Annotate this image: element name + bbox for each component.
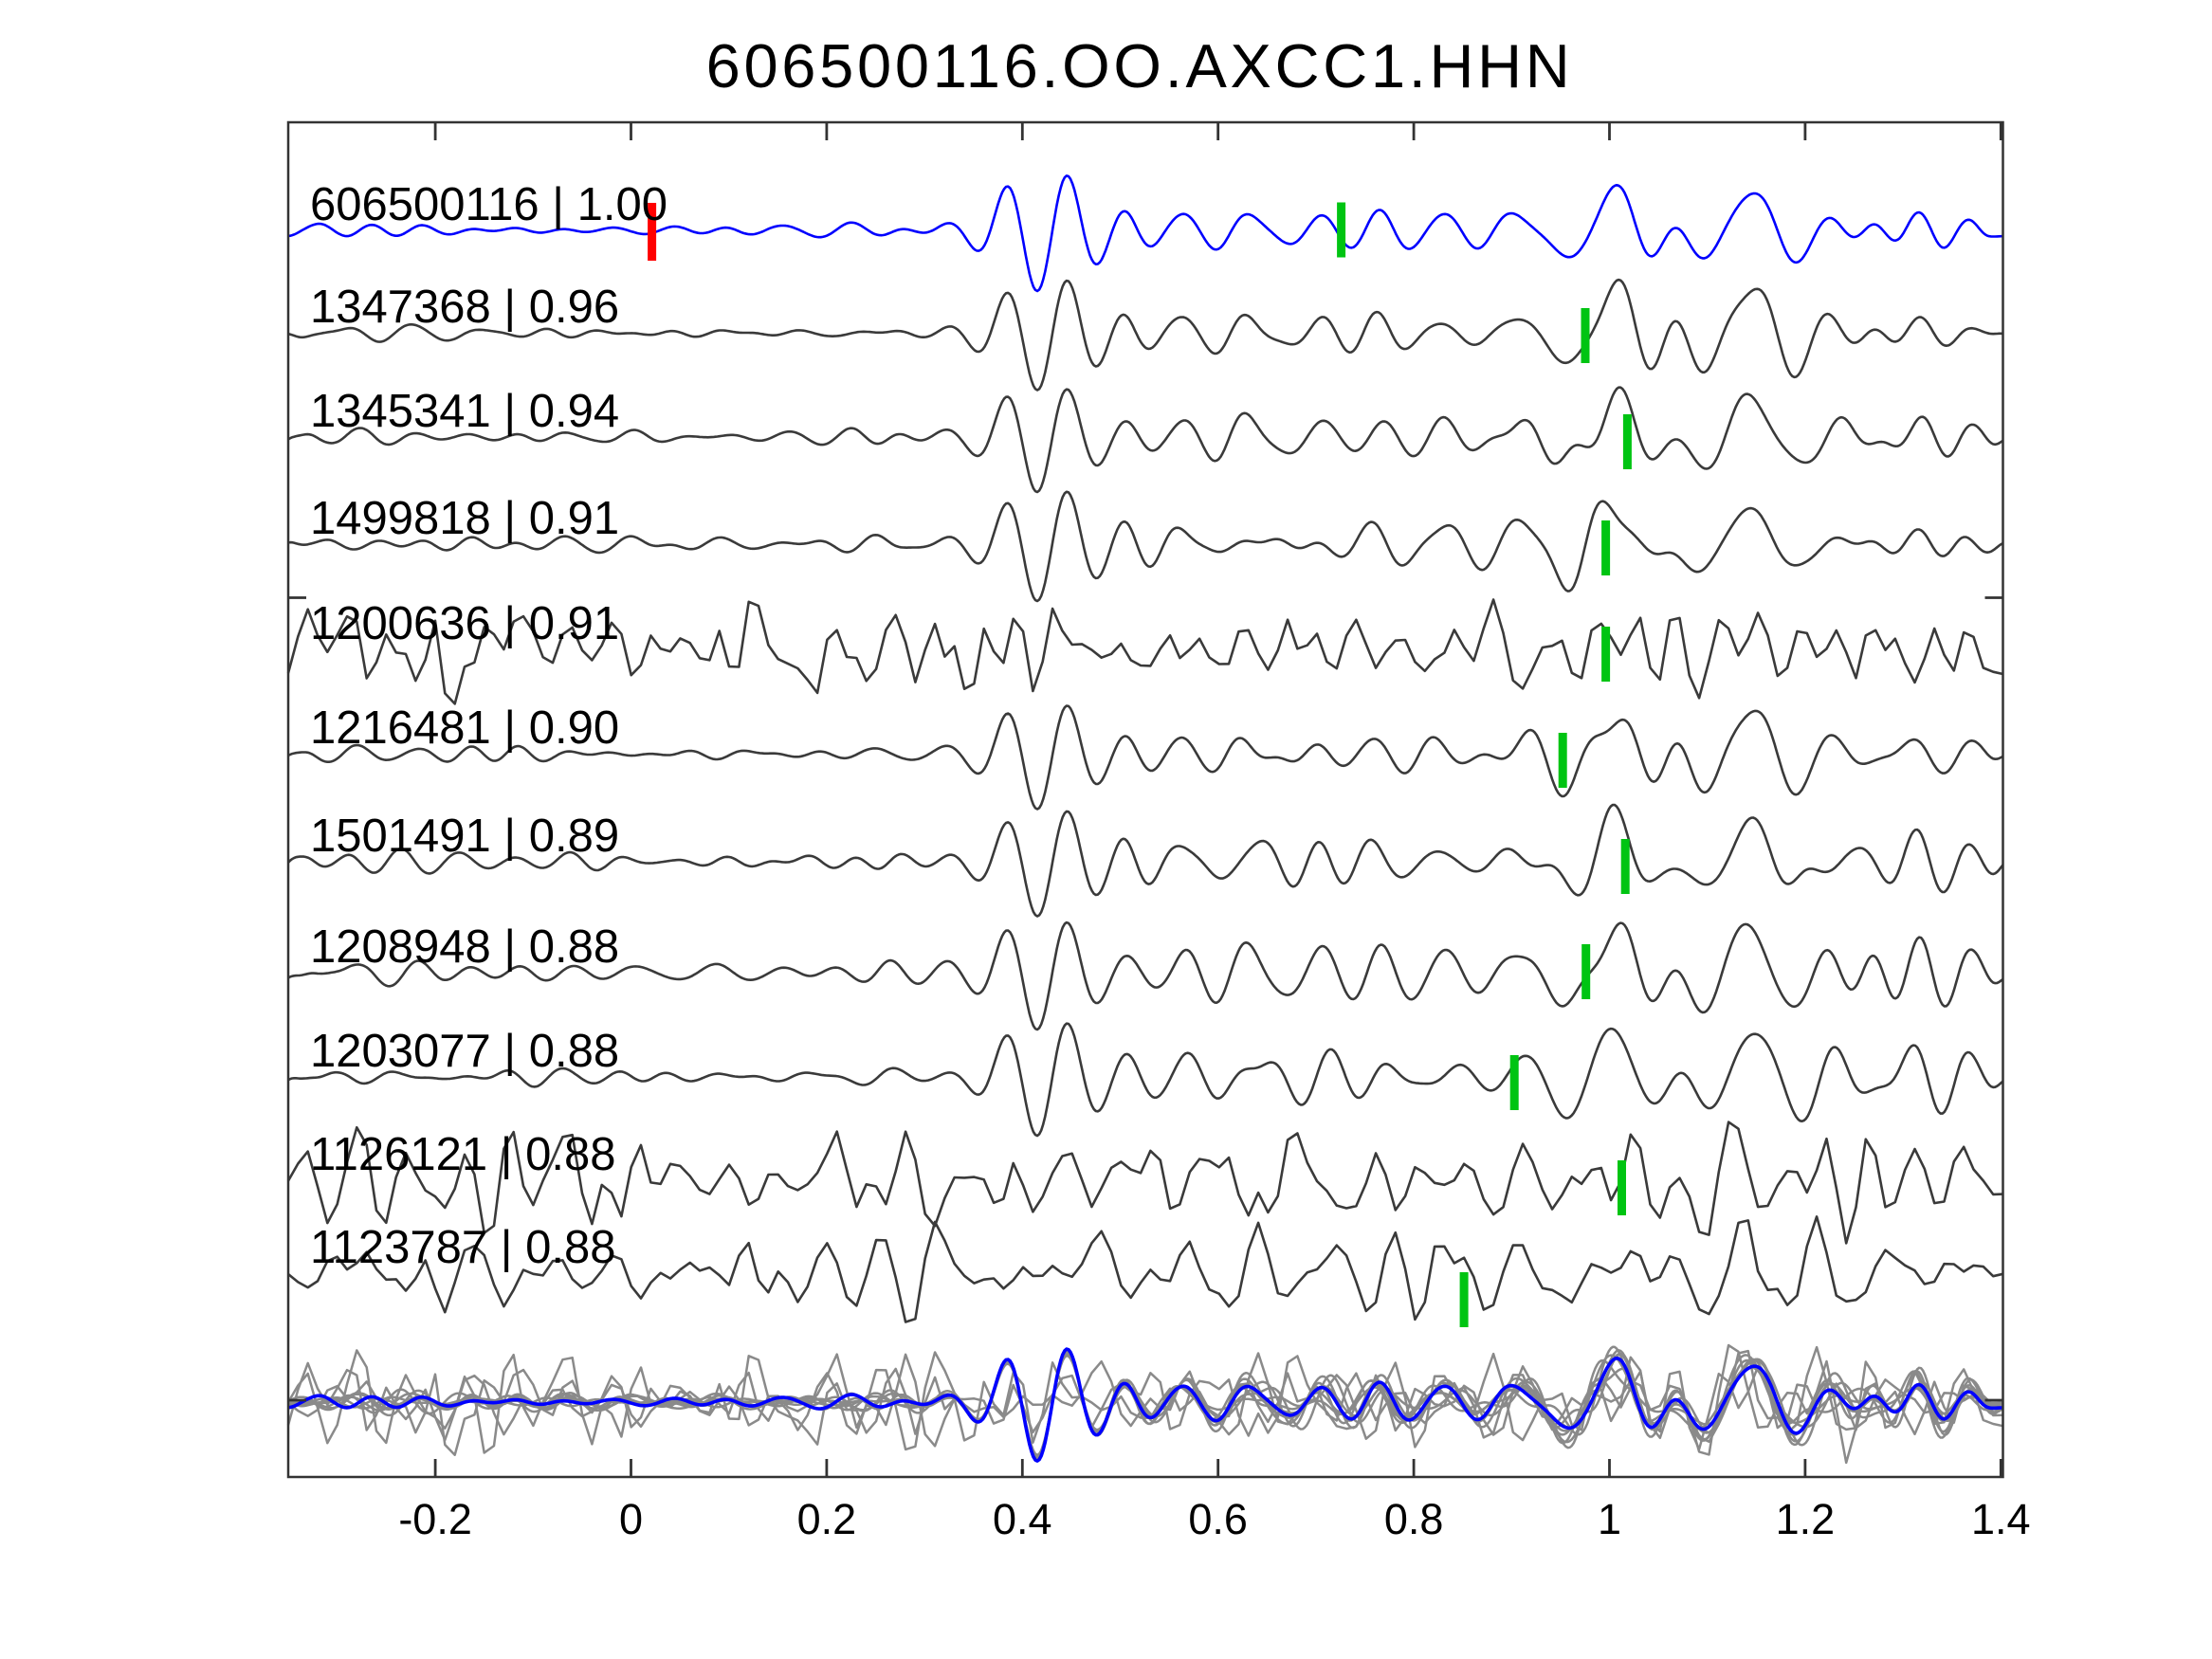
svg-text:1216481 | 0.90: 1216481 | 0.90 [310,702,619,754]
svg-text:1: 1 [1598,1495,1621,1543]
svg-text:1203077 | 0.88: 1203077 | 0.88 [310,1026,619,1077]
svg-text:-0.2: -0.2 [398,1495,472,1543]
svg-text:0.8: 0.8 [1384,1495,1444,1543]
svg-text:1347368 | 0.96: 1347368 | 0.96 [310,282,619,333]
svg-text:606500116.OO.AXCC1.HHN: 606500116.OO.AXCC1.HHN [706,31,1574,100]
svg-text:1126121 | 0.88: 1126121 | 0.88 [310,1129,615,1180]
svg-text:1499818 | 0.91: 1499818 | 0.91 [310,493,619,544]
svg-text:0.2: 0.2 [797,1495,857,1543]
svg-text:0: 0 [619,1495,643,1543]
svg-text:1.2: 1.2 [1776,1495,1836,1543]
svg-text:1200636 | 0.91: 1200636 | 0.91 [310,598,619,649]
svg-text:0.6: 0.6 [1188,1495,1248,1543]
svg-text:1345341 | 0.94: 1345341 | 0.94 [310,386,619,437]
svg-text:1501491 | 0.89: 1501491 | 0.89 [310,811,619,862]
svg-text:1123787 | 0.88: 1123787 | 0.88 [310,1222,615,1273]
svg-text:0.4: 0.4 [993,1495,1052,1543]
svg-text:1208948 | 0.88: 1208948 | 0.88 [310,921,619,973]
svg-text:1.4: 1.4 [1971,1495,2031,1543]
svg-text:606500116 | 1.00: 606500116 | 1.00 [310,179,667,230]
